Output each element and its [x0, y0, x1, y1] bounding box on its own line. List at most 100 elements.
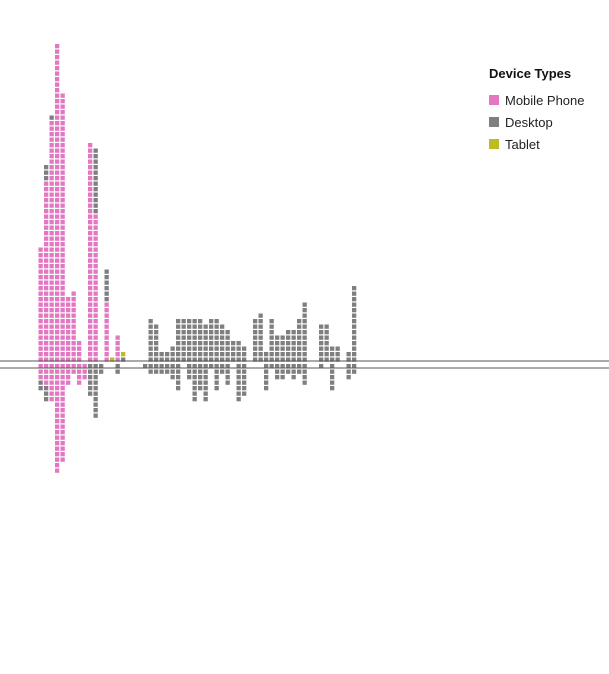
cell-desktop [291, 341, 296, 346]
cell-desktop [214, 386, 219, 391]
cell-mobile [60, 302, 65, 307]
cell-mobile [60, 441, 65, 446]
cell-mobile [44, 225, 49, 230]
cell-mobile [38, 357, 43, 362]
cell-desktop [258, 352, 263, 357]
cell-desktop [93, 209, 98, 214]
cell-desktop [220, 357, 225, 362]
cell-desktop [192, 369, 197, 374]
cell-desktop [258, 319, 263, 324]
cell-desktop [236, 364, 241, 369]
cell-mobile [49, 137, 54, 142]
cell-mobile [104, 313, 109, 318]
cell-desktop [297, 346, 302, 351]
cell-mobile [60, 346, 65, 351]
cell-mobile [60, 214, 65, 219]
cell-mobile [88, 247, 93, 252]
cell-mobile [93, 225, 98, 230]
cell-mobile [55, 346, 60, 351]
cell-desktop [192, 324, 197, 329]
cell-desktop [352, 335, 357, 340]
cell-desktop [319, 335, 324, 340]
cell-mobile [44, 214, 49, 219]
cell-desktop [297, 335, 302, 340]
cell-desktop [154, 357, 159, 362]
cell-desktop [38, 386, 43, 391]
cell-desktop [291, 369, 296, 374]
cell-mobile [104, 302, 109, 307]
cell-desktop [286, 357, 291, 362]
cell-mobile [93, 231, 98, 236]
cell-desktop [170, 352, 175, 357]
cell-desktop [176, 335, 181, 340]
cell-mobile [38, 258, 43, 263]
cell-desktop [269, 335, 274, 340]
cell-mobile [49, 258, 54, 263]
cell-desktop [352, 324, 357, 329]
cell-mobile [55, 463, 60, 468]
cell-mobile [44, 275, 49, 280]
cell-desktop [214, 380, 219, 385]
cell-desktop [187, 357, 192, 362]
cell-desktop [269, 319, 274, 324]
cell-desktop [220, 369, 225, 374]
cell-desktop [88, 369, 93, 374]
cell-desktop [291, 357, 296, 362]
cell-desktop [88, 391, 93, 396]
cell-mobile [88, 286, 93, 291]
cell-mobile [88, 225, 93, 230]
cell-desktop [209, 335, 214, 340]
cell-mobile [55, 352, 60, 357]
cell-desktop [88, 380, 93, 385]
cell-mobile [55, 66, 60, 71]
cell-mobile [55, 386, 60, 391]
cell-desktop [280, 341, 285, 346]
cell-mobile [88, 187, 93, 192]
cell-mobile [88, 242, 93, 247]
cell-desktop [115, 369, 120, 374]
cell-mobile [60, 452, 65, 457]
cell-mobile [55, 319, 60, 324]
cell-desktop [258, 313, 263, 318]
cell-mobile [49, 302, 54, 307]
cell-mobile [60, 126, 65, 131]
cell-mobile [49, 154, 54, 159]
cell-desktop [236, 375, 241, 380]
cell-desktop [275, 341, 280, 346]
cell-mobile [55, 369, 60, 374]
cell-desktop [264, 357, 269, 362]
cell-mobile [55, 435, 60, 440]
cell-mobile [93, 324, 98, 329]
cell-desktop [324, 335, 329, 340]
cell-mobile [60, 209, 65, 214]
cell-mobile [60, 115, 65, 120]
cell-mobile [71, 352, 76, 357]
cell-mobile [60, 258, 65, 263]
cell-mobile [44, 324, 49, 329]
cell-desktop [38, 380, 43, 385]
cell-mobile [88, 154, 93, 159]
cell-mobile [71, 369, 76, 374]
cell-mobile [44, 313, 49, 318]
cell-mobile [55, 82, 60, 87]
cell-tablet [110, 357, 115, 362]
cell-mobile [77, 346, 82, 351]
cell-mobile [55, 457, 60, 462]
cell-mobile [60, 286, 65, 291]
cell-desktop [104, 291, 109, 296]
cell-desktop [170, 369, 175, 374]
cell-mobile [115, 352, 120, 357]
cell-mobile [93, 280, 98, 285]
cell-mobile [55, 137, 60, 142]
cell-mobile [88, 302, 93, 307]
cell-desktop [192, 319, 197, 324]
cell-mobile [60, 380, 65, 385]
cell-desktop [302, 352, 307, 357]
cell-mobile [60, 203, 65, 208]
cell-desktop [269, 352, 274, 357]
cell-mobile [55, 247, 60, 252]
cell-mobile [44, 247, 49, 252]
cell-desktop [176, 346, 181, 351]
cell-desktop [346, 357, 351, 362]
cell-mobile [55, 148, 60, 153]
